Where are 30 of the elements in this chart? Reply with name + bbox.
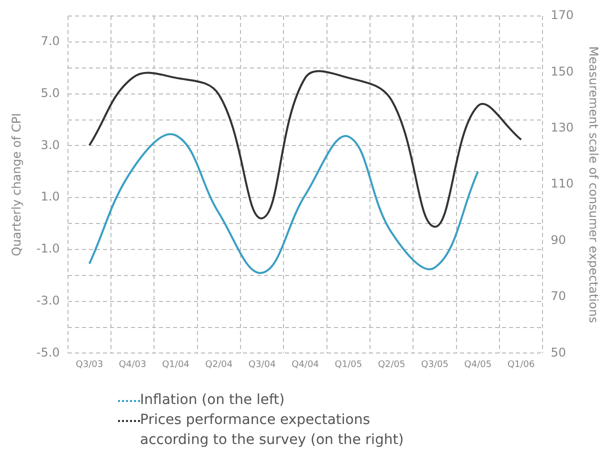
y-tick-label: -1.0 (36, 242, 60, 256)
legend-label: Prices performance expectations according to the survey (on the right) (140, 411, 405, 450)
x-tick-label: Q1/06 (507, 360, 536, 370)
y2-tick-label: 150 (550, 64, 574, 78)
x-tick-label: Q3/04 (248, 360, 276, 370)
x-tick-label: Q1/05 (334, 360, 362, 370)
x-tick-label: Q1/04 (162, 360, 190, 370)
x-tick-label: Q2/04 (205, 360, 233, 370)
legend-label: Inflation (on the left) (140, 391, 285, 410)
x-tick-label: Q4/04 (292, 360, 320, 370)
y2-axis-title: Measurement scale of consumer expectations (586, 46, 601, 323)
y-tick-label: -3.0 (36, 293, 60, 308)
y2-tick-label: 130 (550, 120, 574, 135)
y-axis-title: Quarterly change of CPI (9, 113, 24, 256)
x-tick-label: Q2/05 (378, 360, 406, 370)
x-tick-label: Q3/05 (421, 360, 448, 370)
line-series (88, 134, 479, 274)
y2-tick-label: 110 (550, 176, 574, 191)
y-tick-label: 3.0 (40, 138, 60, 152)
x-tick-label: Q4/05 (464, 360, 492, 370)
y2-tick-label: 90 (550, 232, 566, 247)
x-tick-label: Q4/03 (118, 360, 146, 370)
y2-tick-label: 50 (550, 345, 566, 360)
y-tick-label: 7.0 (40, 34, 60, 48)
y-tick-label: -5.0 (36, 345, 60, 360)
y2-tick-label: 70 (550, 289, 566, 304)
y-tick-label: 1.0 (40, 190, 60, 204)
x-tick-label: Q3/03 (76, 360, 104, 370)
y-tick-label: 5.0 (40, 86, 60, 100)
y2-tick-label: 170 (550, 8, 574, 22)
